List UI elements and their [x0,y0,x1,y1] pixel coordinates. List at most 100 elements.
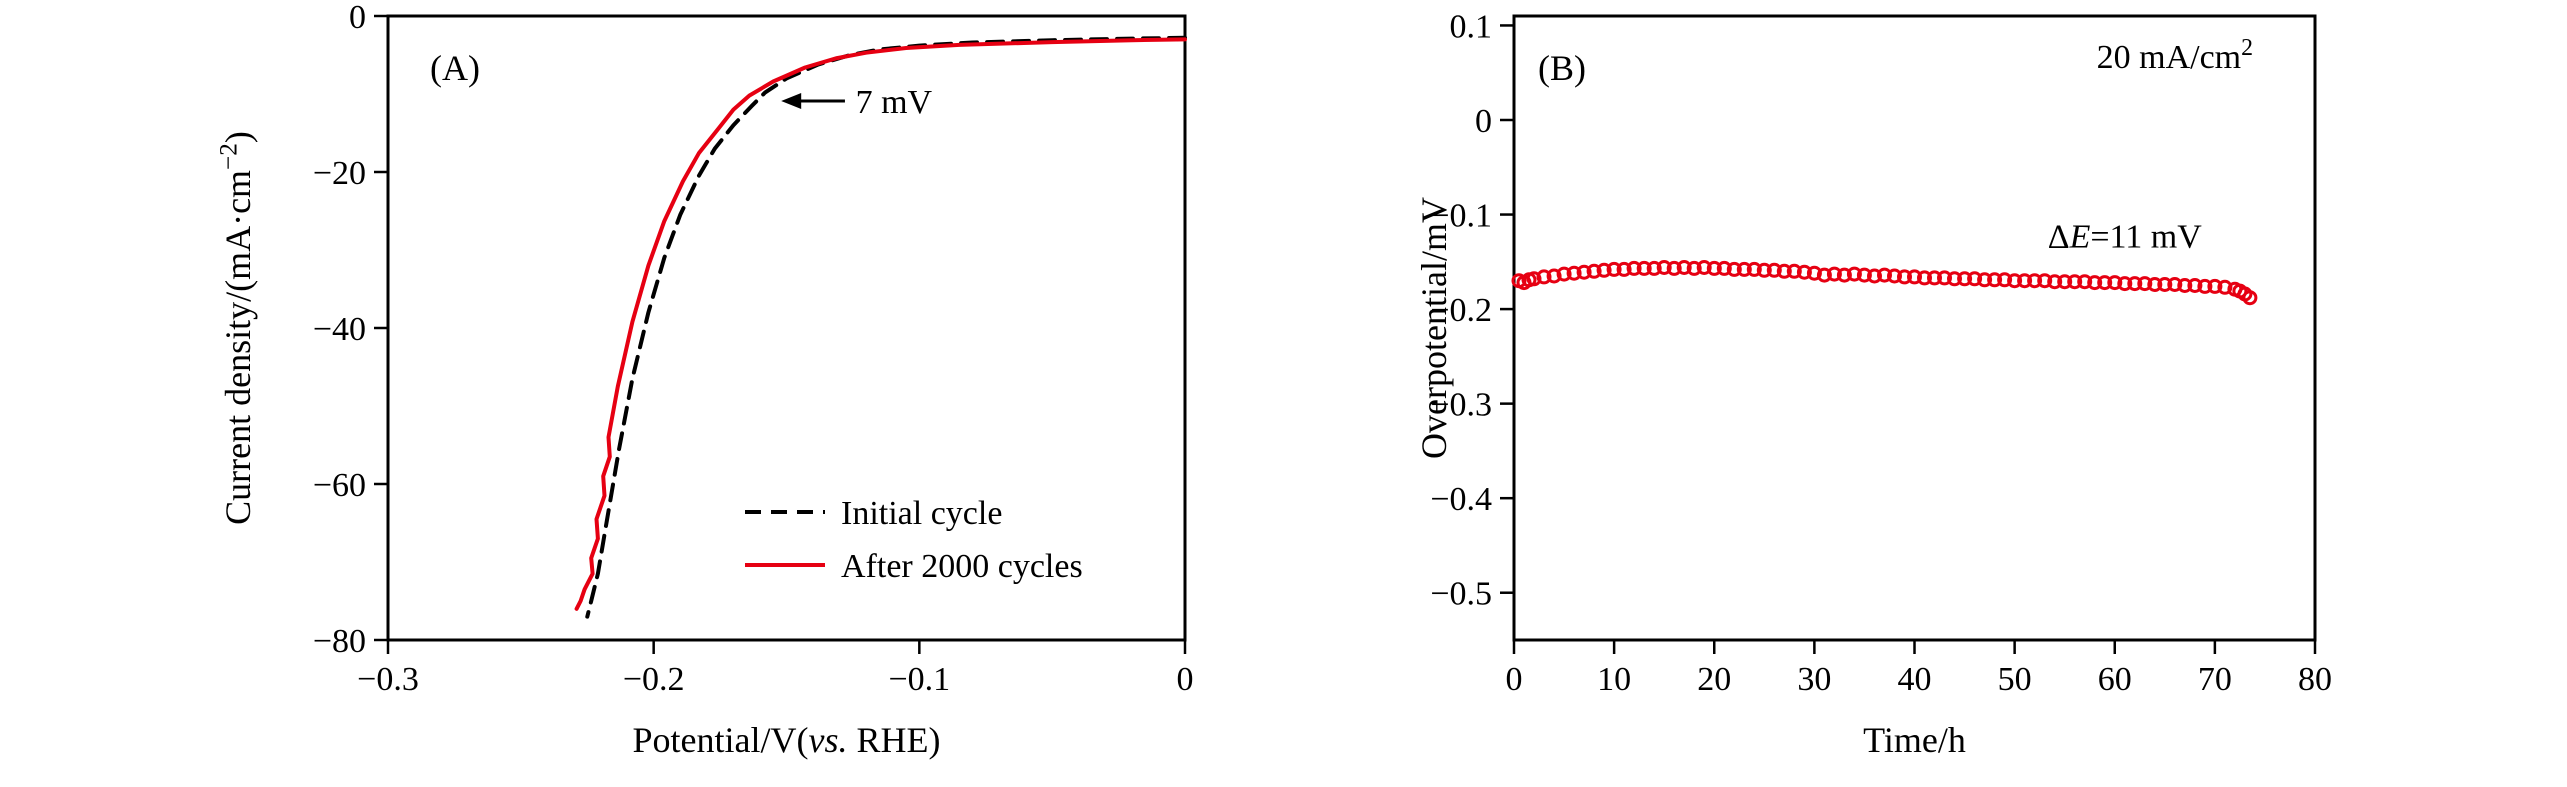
data-point [2107,275,2123,291]
data-point [1636,260,1652,276]
scatter-series [1511,260,2258,306]
y-tick-label: −20 [313,155,366,192]
x-tick-label: 80 [2298,661,2332,698]
series-solid-line [574,37,1187,611]
data-point [2047,274,2063,290]
data-point [1907,269,1922,285]
data-point [2087,275,2103,291]
x-tick-label: 10 [1597,661,1631,698]
data-point [2057,274,2073,290]
data-point [1766,262,1782,278]
data-point [1937,270,1952,286]
data-point [2167,277,2183,292]
data-point [1826,266,1842,282]
y-tick-label: −0.1 [1430,198,1492,235]
data-point [2177,278,2193,293]
data-point [2067,274,2083,290]
data-point [2117,276,2133,292]
x-tick-label: 0 [1506,661,1523,698]
y-tick-label: 0 [349,0,366,36]
x-tick-label: 30 [1797,661,1831,698]
data-point [2157,277,2173,292]
data-point [2197,278,2213,294]
data-point [2242,290,2258,306]
y-tick-label: −60 [313,467,366,504]
panel_b-label: (B) [1538,48,1586,88]
data-point [1686,260,1702,276]
x-tick-label: 60 [2098,661,2132,698]
data-point [1967,271,1983,287]
data-point [1806,265,1822,281]
panel_a-axes-frame [386,14,1187,642]
data-point [1556,266,1572,282]
data-point [2017,273,2033,289]
data-point [1706,260,1722,276]
data-point [1696,260,1712,275]
y-tick-label: −80 [313,623,366,660]
data-point [2037,273,2053,289]
x-tick-label: 20 [1697,661,1731,698]
data-point [1596,262,1612,278]
data-point [2217,279,2233,295]
panel_b-x-axis-title: Time/h [1863,720,1966,760]
data-point [1917,270,1932,286]
panel-a-chart: −0.3 −0.2 −0.1 0 0 −20 −40 −60 −80 Potential/V(vs… [215,0,1194,760]
x-tick-label: 70 [2198,661,2232,698]
data-point [1846,266,1862,282]
data-point [1586,263,1602,279]
data-point [1897,269,1912,285]
legend-label: After 2000 cycles [841,548,1083,585]
x-tick-label: −0.2 [623,661,685,698]
y-tick-label: −40 [313,311,366,348]
data-point [1736,261,1752,277]
data-point [1716,260,1732,276]
data-point [1786,263,1802,279]
panel_b-y-axis-title: Overpotential/mV [1414,197,1454,459]
data-point [1816,267,1832,283]
data-point [1606,261,1622,277]
panel_b-axes-frame [1512,14,2317,642]
data-point [1887,268,1902,284]
data-point [1867,268,1882,284]
data-point [1836,267,1852,283]
panel_b-annotation-1: ΔE=11 mV [2048,219,2203,256]
data-point [1856,267,1872,283]
panel_a-y-axis-title: Current density/(mA·cm−2) [215,131,258,525]
x-tick-label: 40 [1898,661,1932,698]
x-tick-label: −0.1 [888,661,950,698]
data-point [1626,260,1642,276]
y-tick-label: 0 [1475,103,1492,140]
x-tick-label: 0 [1177,661,1194,698]
data-point [2007,273,2023,289]
data-point [1987,272,2003,288]
data-point [2207,278,2223,294]
annotation-text: 7 mV [856,84,933,121]
data-point [2137,276,2153,292]
y-tick-label: −0.4 [1430,481,1492,518]
annotation-arrow-head [781,93,802,110]
legend-label: Initial cycle [841,495,1002,532]
panel_a-x-axis-title: Potential/V(vs. RHE) [633,720,941,760]
data-point [2097,275,2113,291]
data-point [2187,278,2203,293]
data-point [1957,271,1973,287]
data-point [1676,260,1692,275]
data-point [1566,265,1582,281]
data-point [1616,261,1632,277]
data-point [1726,261,1742,277]
data-point [1576,264,1592,280]
y-tick-label: −0.3 [1430,387,1492,424]
data-point [1997,272,2013,288]
panel-a: −0.3 −0.2 −0.1 0 0 −20 −40 −60 −80 Potential/V(vs… [215,0,1194,760]
data-point [1526,271,1542,287]
data-point [1877,267,1892,283]
data-point [1536,269,1552,285]
y-tick-label: −0.5 [1430,576,1492,613]
data-point [1776,263,1792,279]
panel_b-annotation-0: 20 mA/cm2 [2097,35,2253,76]
data-point [1656,260,1672,275]
data-point [1927,270,1942,286]
panel-b: 0 10 20 30 40 50 60 70 80 0.1 0 −0.1 −0.2 −0.3 −0.4 −0.… [1300,0,2567,787]
data-point [2027,273,2043,289]
